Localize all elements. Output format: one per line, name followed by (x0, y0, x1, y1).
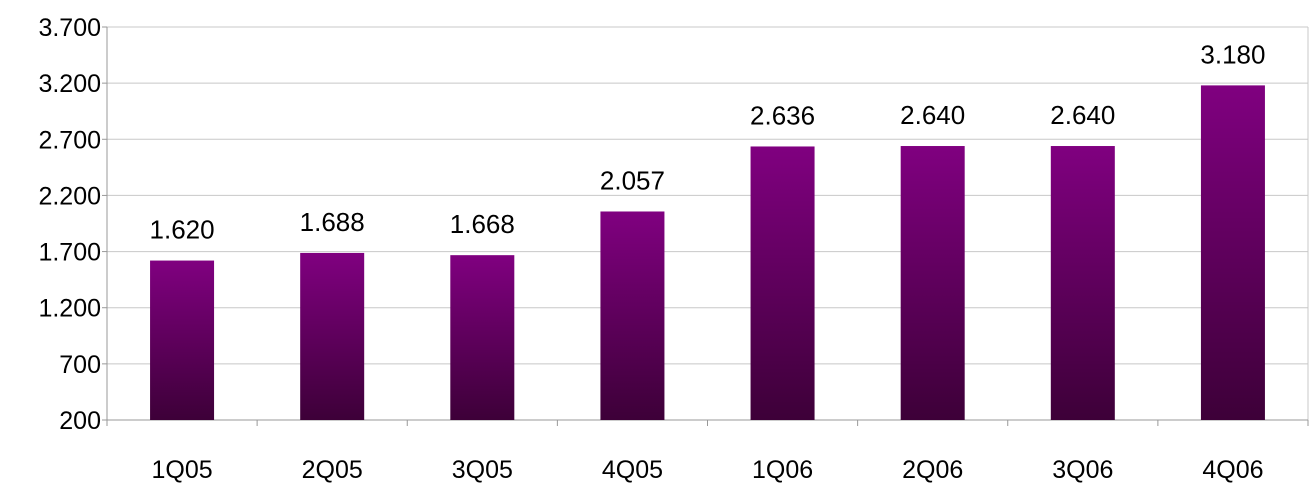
bar-4q05 (600, 211, 665, 420)
x-category-label: 4Q06 (1202, 456, 1263, 484)
bar-2q05 (300, 252, 365, 420)
bars (150, 85, 1265, 421)
x-category-label: 2Q06 (902, 456, 963, 484)
bar-1q05 (150, 260, 215, 420)
axes (102, 26, 1309, 426)
labels: 200 700 1.200 1.700 2.200 2.700 3.200 3.700 1.62… (38, 14, 1265, 484)
y-tick-label: 2.200 (38, 182, 101, 210)
y-tick-label: 3.200 (38, 70, 101, 98)
x-category-label: 3Q06 (1052, 456, 1113, 484)
bar-2q06 (900, 146, 965, 420)
y-tick-label: 700 (59, 351, 101, 379)
data-label: 1.668 (450, 209, 515, 239)
bar-4q06 (1200, 85, 1265, 420)
data-label: 2.640 (1050, 100, 1115, 130)
bar-3q06 (1050, 146, 1115, 420)
x-category-label: 1Q05 (151, 456, 212, 484)
x-category-label: 2Q05 (302, 456, 363, 484)
y-tick-label: 1.200 (38, 295, 101, 323)
data-label: 2.636 (750, 100, 815, 130)
data-label: 2.640 (900, 100, 965, 130)
y-tick-label: 2.700 (38, 126, 101, 154)
y-tick-label: 200 (59, 407, 101, 435)
y-tick-label: 1.700 (38, 239, 101, 267)
gridlines (107, 26, 1309, 420)
data-label: 1.688 (300, 207, 365, 237)
data-label: 2.057 (600, 165, 665, 195)
x-category-label: 1Q06 (752, 456, 813, 484)
x-category-label: 3Q05 (452, 456, 513, 484)
x-category-label: 4Q05 (602, 456, 663, 484)
bar-3q05 (450, 255, 515, 420)
data-label: 3.180 (1200, 39, 1265, 69)
y-tick-label: 3.700 (38, 14, 101, 42)
bar-1q06 (750, 146, 815, 421)
data-label: 1.620 (150, 215, 215, 245)
